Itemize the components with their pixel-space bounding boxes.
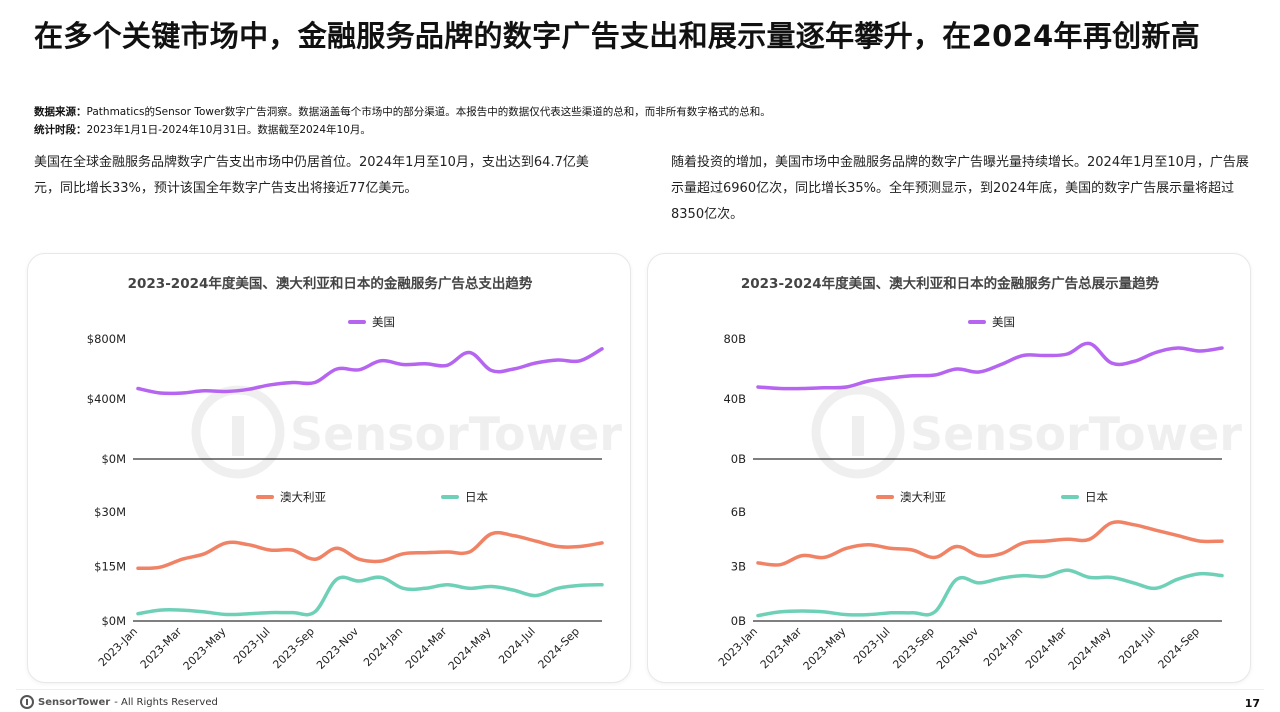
legend-label: 澳大利亚 (900, 490, 946, 504)
bottom-panel: 6B 3B 0B 澳大利亚 日本 (731, 490, 1224, 628)
legend-item: 美国 (968, 315, 1015, 329)
series-line (136, 347, 604, 396)
x-tick-label: 2024-Jul (1116, 625, 1158, 667)
chart-title: 2023-2024年度美国、澳大利亚和日本的金融服务广告总展示量趋势 (741, 275, 1160, 292)
x-tick-label: 2023-Mar (138, 625, 185, 672)
chart-title: 2023-2024年度美国、澳大利亚和日本的金融服务广告总支出趋势 (128, 275, 533, 292)
legend-item: 澳大利亚 (876, 490, 946, 504)
y-tick-label: 40B (723, 392, 746, 406)
x-tick-label: 2024-Jan (361, 625, 405, 669)
footer-rights: - All Rights Reserved (114, 696, 218, 708)
watermark-logo-stem (232, 416, 244, 456)
y-tick-label: $30M (94, 505, 126, 519)
period-note: 统计时段：2023年1月1日-2024年10月31日。数据截至2024年10月。 (34, 122, 371, 137)
x-tick-label: 2023-Nov (314, 625, 361, 672)
legend-item: 美国 (348, 315, 395, 329)
legend-label: 美国 (992, 315, 1015, 329)
legend-label: 美国 (372, 315, 395, 329)
x-tick-label: 2024-May (1066, 625, 1114, 673)
x-tick-label: 2023-Mar (758, 625, 805, 672)
watermark-text: SensorTower (910, 407, 1242, 461)
top-panel: $800M $400M $0M 美国 (87, 315, 604, 466)
data-source-text: Pathmatics的Sensor Tower数字广告洞察。数据涵盖每个市场中的… (86, 106, 771, 118)
page-title: 在多个关键市场中，金融服务品牌的数字广告支出和展示量逐年攀升，在2024年再创新… (34, 19, 1201, 53)
x-tick-label: 2024-Jan (981, 625, 1025, 669)
x-tick-label: 2023-May (181, 625, 229, 673)
footer-logo: SensorTower - All Rights Reserved (20, 695, 218, 709)
y-tick-label: $0M (101, 614, 126, 628)
footer-brand: SensorTower (38, 696, 111, 708)
y-tick-label: $15M (94, 560, 126, 574)
top-panel: 80B 40B 0B 美国 (723, 315, 1224, 466)
y-tick-label: $800M (87, 332, 126, 346)
x-tick-label: 2024-Sep (1156, 625, 1202, 671)
y-tick-label: 0B (731, 452, 746, 466)
impressions-summary-paragraph: 随着投资的增加，美国市场中金融服务品牌的数字广告曝光量持续增长。2024年1月至… (671, 155, 1249, 222)
legend-item: 澳大利亚 (256, 490, 326, 504)
x-tick-label: 2024-Sep (536, 625, 582, 671)
watermark: SensorTower (811, 385, 1242, 479)
y-tick-label: 0B (731, 614, 746, 628)
series-line (756, 568, 1224, 618)
series-line (136, 575, 604, 617)
sensortower-logo-icon (20, 695, 34, 709)
period-text: 2023年1月1日-2024年10月31日。数据截至2024年10月。 (86, 124, 371, 136)
impressions-chart: SensorTower 2023-2024年度美国、澳大利亚和日本的金融服务广告总… (716, 275, 1242, 673)
y-tick-label: $0M (101, 452, 126, 466)
y-tick-label: $400M (87, 392, 126, 406)
legend-item: 日本 (441, 490, 488, 504)
data-source-note: 数据来源：Pathmatics的Sensor Tower数字广告洞察。数据涵盖每… (34, 104, 771, 119)
watermark-logo-stem (852, 416, 864, 456)
series-line (136, 530, 604, 571)
x-tick-label: 2024-Jul (496, 625, 538, 667)
x-tick-label: 2024-May (446, 625, 494, 673)
y-tick-label: 6B (731, 505, 746, 519)
legend-label: 澳大利亚 (280, 490, 326, 504)
page-number: 17 (1244, 697, 1260, 710)
spend-summary-paragraph: 美国在全球金融服务品牌数字广告支出市场中仍居首位。2024年1月至10月，支出达… (34, 155, 589, 196)
spend-chart-card: SensorTower 2023-2024年度美国、澳大利亚和日本的金融服务广告总… (27, 253, 631, 683)
x-tick-label: 2023-Nov (934, 625, 981, 672)
x-tick-label: 2023-Sep (270, 625, 316, 671)
data-source-label: 数据来源： (34, 106, 87, 118)
x-tick-label: 2024-Mar (1023, 625, 1070, 672)
x-tick-label: 2023-Sep (890, 625, 936, 671)
legend-label: 日本 (1085, 490, 1108, 504)
series-line (756, 520, 1224, 567)
impressions-chart-card: SensorTower 2023-2024年度美国、澳大利亚和日本的金融服务广告总… (647, 253, 1251, 683)
series-line (756, 341, 1224, 391)
spend-chart: SensorTower 2023-2024年度美国、澳大利亚和日本的金融服务广告总… (87, 275, 623, 673)
legend-label: 日本 (465, 490, 488, 504)
bottom-panel: $30M $15M $0M 澳大利亚 日本 (94, 490, 604, 628)
x-tick-label: 2023-Jan (96, 625, 140, 669)
watermark-text: SensorTower (290, 407, 622, 461)
y-tick-label: 80B (723, 332, 746, 346)
x-tick-label: 2023-Jul (851, 625, 893, 667)
x-tick-label: 2023-May (801, 625, 849, 673)
footer-divider (16, 689, 1264, 690)
watermark-logo-icon (811, 385, 905, 479)
y-tick-label: 3B (731, 560, 746, 574)
watermark: SensorTower (191, 385, 622, 479)
period-label: 统计时段： (34, 124, 87, 136)
x-tick-label: 2023-Jul (231, 625, 273, 667)
legend-item: 日本 (1061, 490, 1108, 504)
x-tick-label: 2024-Mar (403, 625, 450, 672)
x-tick-label: 2023-Jan (716, 625, 760, 669)
